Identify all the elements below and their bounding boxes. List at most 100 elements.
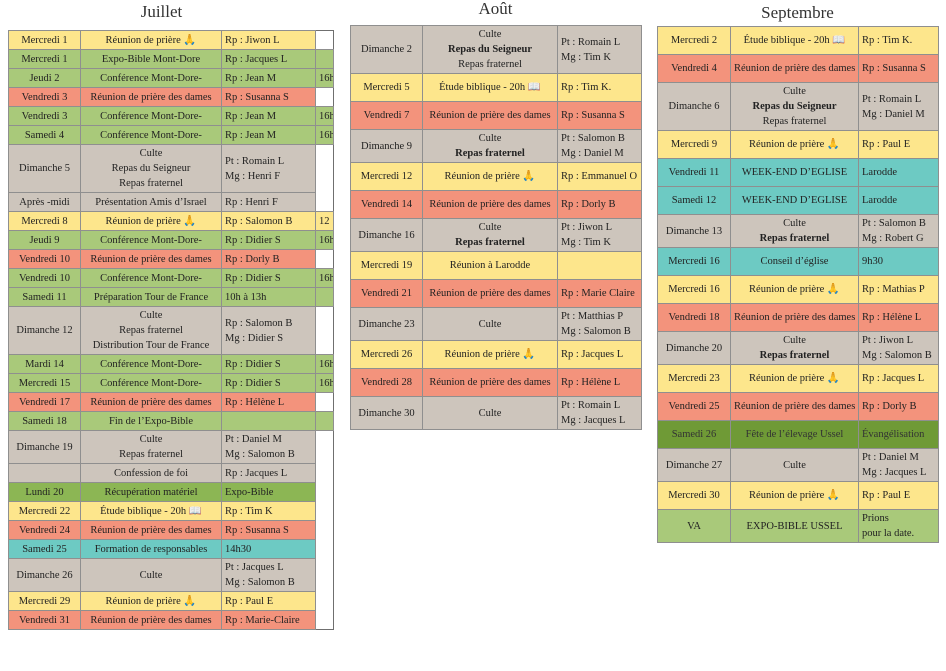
date-cell: Dimanche 2 [350,25,423,74]
date-cell: Jeudi 2 [8,68,81,88]
date-cell: VA [657,509,731,543]
extra-cell [315,287,334,307]
extra-cell [315,49,334,69]
event-cell: Présentation Amis d’Israel [80,192,222,212]
responsible-line: Pt : Salomon B [561,133,625,144]
date: Mardi 14 [25,358,64,370]
event-line: Réunion de prière des dames [90,524,212,536]
event-cell: Culte Repas fraternel [422,218,558,252]
schedule-row: Mercredi 19 Réunion à Larodde [350,251,642,280]
event-line: Étude biblique - 20h 📖 [439,82,541,93]
responsible-line: Rp : Marie-Claire [225,614,300,626]
date: Dimanche 16 [358,229,415,241]
responsible-line: Rp : Didier S [225,358,281,370]
date: Mercredi 30 [668,490,720,501]
responsible-cell: Rp : Susanna S [858,54,939,83]
schedule-row: Dimanche 20 Culte Repas fraternel Pt : Jiwo… [657,331,939,365]
extra-cell [316,592,334,611]
responsible-line: Rp : Jean M [225,110,277,122]
schedule-row: Samedi 26 Fête de l’élevage Ussel Évangéli… [657,420,939,449]
event-line: Repas fraternel [759,233,830,244]
date-cell: Mercredi 2 [657,26,731,55]
extra-cell [316,31,334,50]
responsible-cell: Expo-Bible [221,482,316,502]
schedule-row: VA EXPO-BIBLE USSEL Prions pour la date. [657,509,939,543]
event-line: Conseil d’église [760,256,829,267]
responsible-cell: Pt : Daniel M Mg : Jacques L [858,448,939,482]
event-cell: Réunion de prière des dames [80,392,222,412]
date-cell: Vendredi 28 [350,368,423,397]
extra-cell [316,483,334,502]
schedule-row: Dimanche 16 Culte Repas fraternel Pt : Jiwo… [350,218,642,252]
event-cell: Réunion de prière 🙏 [730,275,859,304]
event-line: Conférence Mont-Dore- [100,110,202,122]
schedule-row: Vendredi 10 Conférence Mont-Dore- Rp : Did… [8,268,334,288]
event-line: Conférence Mont-Dore- [100,72,202,84]
responsible-line: Rp : Emmanuel O [561,171,638,182]
responsible-line: Rp : Henri F [225,196,278,208]
schedule-row: Vendredi 28 Réunion de prière des dames Rp… [350,368,642,397]
schedule-row: Mercredi 16 Conseil d’église 9h30 [657,247,939,276]
date-cell: Vendredi 4 [657,54,731,83]
date-cell: Mercredi 19 [350,251,423,280]
responsible-cell: Rp : Didier S [221,354,316,374]
schedule-row: Confession de foi Rp : Jacques L [8,463,334,483]
responsible-cell: Rp : Jean M [221,125,316,145]
date-cell: Mercredi 16 [657,247,731,276]
rows: Mercredi 2 Étude biblique - 20h 📖 Rp : Tim… [657,26,939,543]
responsible-cell: Rp : Susanna S [221,87,316,107]
event-line: Repas fraternel [458,59,522,70]
event-line: Culte [478,29,502,40]
date-cell: Mercredi 5 [350,73,423,102]
event-cell: Réunion de prière des dames [422,190,558,219]
event-line: Formation de responsables [94,543,208,555]
date: VA [687,520,701,532]
event-cell: Culte Repas fraternel [422,129,558,163]
event-line: Réunion de prière 🙏 [105,215,197,227]
date: Jeudi 2 [29,72,60,84]
responsible-line: Mg : Daniel M [862,108,925,120]
date: Vendredi 17 [18,396,71,408]
responsible-cell: Rp : Tim K. [858,26,939,55]
event-line: Conférence Mont-Dore- [100,377,202,389]
responsible-line: Évangélisation [862,429,925,440]
event-line: Réunion de prière 🙏 [444,349,536,360]
event-cell: Conférence Mont-Dore- [80,125,222,145]
event-cell: Réunion de prière 🙏 [730,130,859,159]
event-cell: Réunion de prière des dames [80,610,222,630]
date: Mercredi 23 [668,373,720,384]
date: Mercredi 19 [360,260,413,271]
schedule-row: Dimanche 2 Culte Repas du Seigneur Repas fr… [350,25,642,74]
date: Mercredi 2 [670,35,718,46]
date-cell: Jeudi 9 [8,230,81,250]
schedule-row: Mercredi 8 Réunion de prière 🙏 Rp : Salomo… [8,211,334,231]
date-cell: Mercredi 23 [657,364,731,393]
date: Mercredi 12 [360,171,413,182]
event-line: Conférence Mont-Dore- [100,272,202,284]
extra-cell [316,250,334,269]
date-cell: Vendredi 10 [8,249,81,269]
extra-cell: 16h [315,373,334,393]
event-cell: Réunion de prière 🙏 [730,481,859,510]
date: Mercredi 1 [21,34,68,46]
responsible-line: Larodde [862,167,897,178]
responsible-line: Rp : Jacques L [862,373,925,384]
date-cell: Samedi 26 [657,420,731,449]
responsible-cell: Larodde [858,158,939,187]
date-cell: Dimanche 23 [350,307,423,341]
date: Vendredi 11 [668,167,720,178]
responsible-line: Rp : Didier S [225,272,281,284]
date: Vendredi 7 [363,110,410,121]
date: Mercredi 22 [18,505,71,517]
event-line: Repas fraternel [762,116,827,127]
month-title: Septembre [761,3,834,22]
date: Dimanche 26 [16,569,73,581]
schedule-row: Jeudi 2 Conférence Mont-Dore- Rp : Jean M 1… [8,68,334,88]
date: Dimanche 20 [665,342,723,354]
event-line: Fin de l’Expo-Bible [109,415,193,427]
date: Samedi 18 [22,415,67,427]
event-line: Conférence Mont-Dore- [100,129,202,141]
schedule-row: Vendredi 3 Réunion de prière des dames Rp … [8,87,334,107]
schedule-row: Vendredi 10 Réunion de prière des dames Rp… [8,249,334,269]
